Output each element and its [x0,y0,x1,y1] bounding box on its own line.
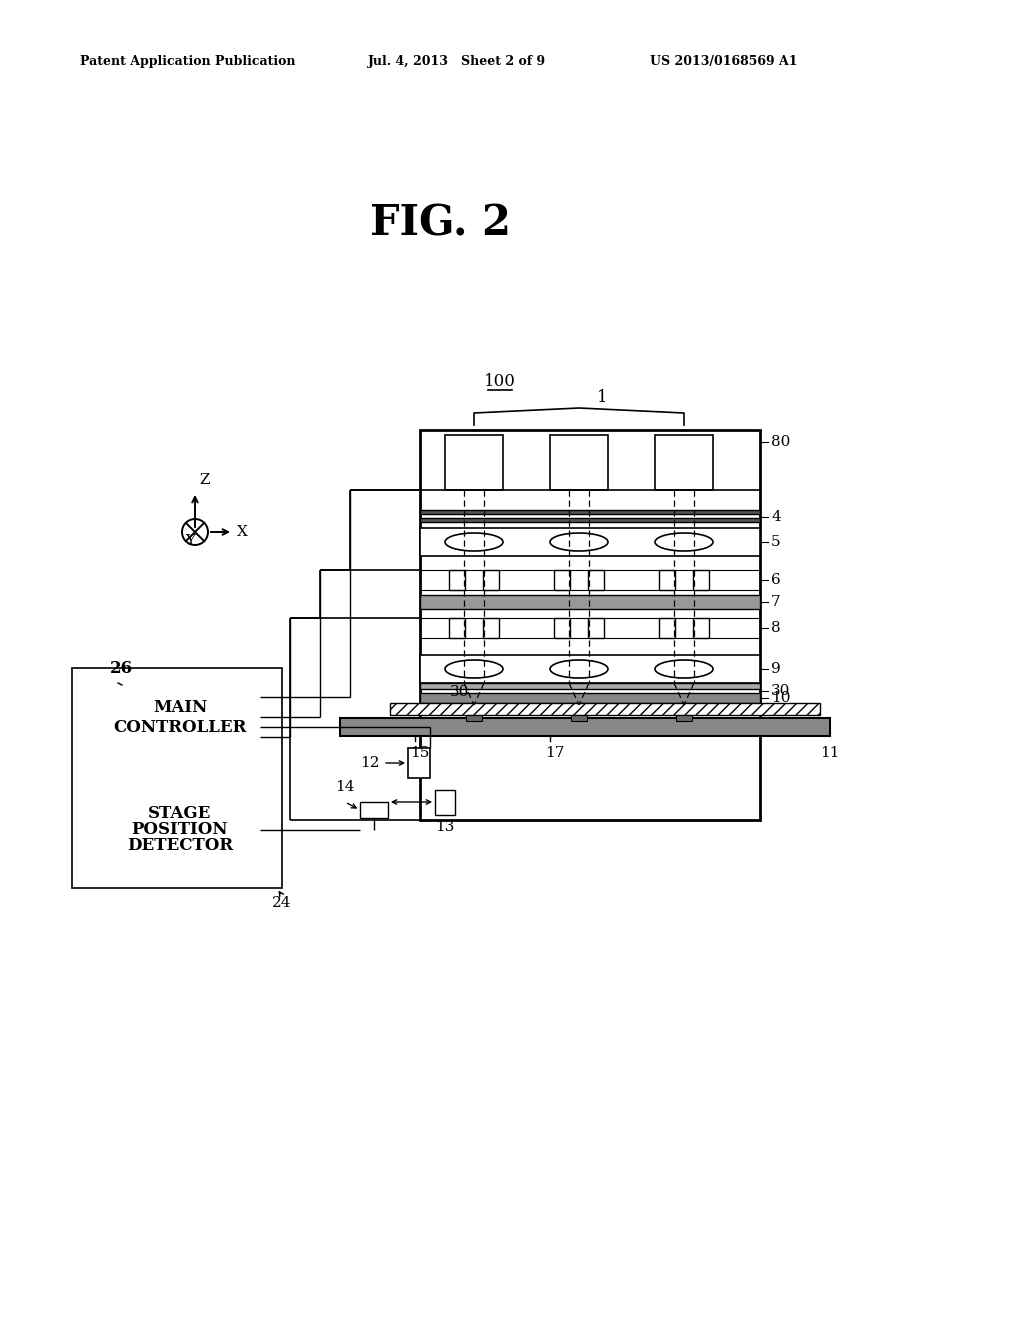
Bar [445,436,503,490]
Bar [420,682,760,689]
Bar [693,618,709,638]
Bar [420,528,760,556]
Text: POSITION: POSITION [132,821,228,838]
Text: 4: 4 [771,510,780,524]
Text: 100: 100 [484,374,516,389]
Bar [340,718,830,737]
Bar [420,517,760,521]
Bar [588,618,604,638]
Text: 7: 7 [771,595,780,609]
Bar [466,715,482,721]
Bar [588,570,604,590]
Text: Y: Y [185,535,195,548]
Bar [420,595,760,609]
Text: 6: 6 [771,573,780,587]
Bar [554,570,570,590]
Bar [676,715,692,721]
Bar [571,715,587,721]
Bar [449,618,465,638]
Text: CONTROLLER: CONTROLLER [114,718,247,735]
Bar [550,436,608,490]
Bar [693,570,709,590]
Bar [420,510,760,513]
Bar [100,789,260,870]
Bar [420,693,760,704]
Text: 10: 10 [771,690,791,705]
Bar [72,668,282,888]
Bar [435,789,455,814]
Bar [390,704,820,715]
Text: Patent Application Publication: Patent Application Publication [80,55,296,69]
Text: 9: 9 [771,663,780,676]
Text: 24: 24 [272,896,292,909]
Text: 5: 5 [771,535,780,549]
Text: 17: 17 [545,746,564,760]
Text: 15: 15 [410,746,429,760]
Text: 1: 1 [597,389,607,407]
Text: 13: 13 [435,820,455,834]
Text: 30: 30 [771,684,791,698]
Text: FIG. 2: FIG. 2 [370,203,511,246]
Text: 12: 12 [360,756,380,770]
Text: Jul. 4, 2013   Sheet 2 of 9: Jul. 4, 2013 Sheet 2 of 9 [368,55,546,69]
Text: 14: 14 [336,780,355,795]
Bar [483,570,499,590]
Bar [360,803,388,818]
Text: 26: 26 [110,660,133,677]
Text: 11: 11 [820,746,840,760]
Bar [554,618,570,638]
Bar [659,570,675,590]
Bar [100,685,260,750]
Text: 8: 8 [771,620,780,635]
Text: X: X [237,525,248,539]
Bar [655,436,713,490]
Text: STAGE: STAGE [148,805,212,822]
Text: 80: 80 [771,436,791,449]
Text: 30: 30 [450,685,469,700]
Bar [483,618,499,638]
Text: DETECTOR: DETECTOR [127,837,233,854]
Bar [449,570,465,590]
Bar [659,618,675,638]
Bar [408,748,430,777]
Text: US 2013/0168569 A1: US 2013/0168569 A1 [650,55,798,69]
Text: MAIN: MAIN [153,700,207,717]
Bar [420,430,760,820]
Text: Z: Z [199,473,210,487]
Bar [420,655,760,682]
